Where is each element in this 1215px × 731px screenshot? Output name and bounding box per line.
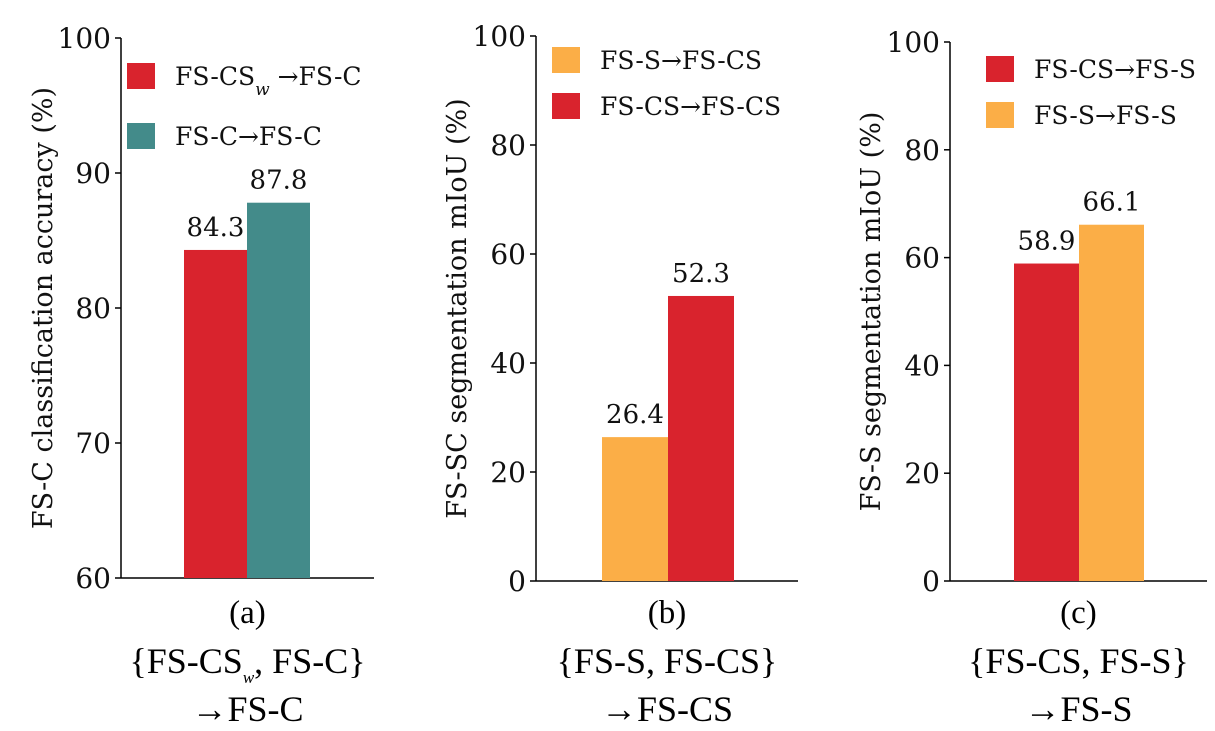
y-tick-label: 70 bbox=[75, 427, 111, 460]
y-axis-label: FS-SC segmentation mIoU (%) bbox=[442, 98, 473, 518]
legend-swatch bbox=[552, 47, 580, 73]
bar-1 bbox=[1014, 263, 1079, 581]
panel-b: 0 20 40 60 80 100 FS-SC segmentation mIoU (%) 2… bbox=[442, 20, 798, 729]
data-label-2: 66.1 bbox=[1083, 188, 1141, 218]
caption-line-2: →FS-CS bbox=[601, 689, 733, 729]
data-label-1: 58.9 bbox=[1018, 227, 1076, 257]
legend: FS-CS→FS-S FS-S→FS-S bbox=[986, 55, 1196, 130]
bar-1 bbox=[602, 437, 668, 581]
legend-label: FS-CS→FS-CS bbox=[600, 92, 781, 121]
bar-2 bbox=[1079, 224, 1144, 581]
legend-label: FS-CSw →FS-C bbox=[175, 62, 362, 100]
y-tick-label: 60 bbox=[490, 238, 526, 271]
y-tick-label: 60 bbox=[904, 242, 940, 275]
y-tick-label: 0 bbox=[922, 565, 940, 598]
legend: FS-CSw →FS-C FS-C→FS-C bbox=[127, 62, 362, 151]
caption-letter: (a) bbox=[229, 595, 266, 631]
bar-1 bbox=[184, 249, 247, 578]
data-label-1: 84.3 bbox=[187, 213, 245, 243]
bar-2 bbox=[668, 295, 734, 581]
caption-line-1: {FS-CSw, FS-C} bbox=[129, 641, 365, 687]
y-tick-label: 20 bbox=[904, 457, 940, 490]
caption-letter: (c) bbox=[1060, 595, 1097, 631]
legend-label: FS-C→FS-C bbox=[175, 122, 322, 151]
y-tick-label: 40 bbox=[490, 347, 526, 380]
legend-swatch bbox=[986, 56, 1014, 82]
y-tick-label: 80 bbox=[904, 134, 940, 167]
y-tick-label: 20 bbox=[490, 456, 526, 489]
caption-line-1: {FS-CS, FS-S} bbox=[968, 641, 1189, 681]
bar-2 bbox=[247, 202, 310, 578]
panel-a: 60 70 80 90 100 FS-C classification accuracy … bbox=[28, 22, 374, 729]
legend-label: FS-S→FS-CS bbox=[600, 46, 762, 75]
y-tick-label: 100 bbox=[887, 26, 940, 59]
y-tick-label: 40 bbox=[904, 349, 940, 382]
data-label-1: 26.4 bbox=[606, 400, 664, 430]
y-tick-label: 100 bbox=[58, 22, 111, 55]
caption-letter: (b) bbox=[648, 595, 686, 631]
y-tick-label: 60 bbox=[75, 562, 111, 595]
legend-label: FS-S→FS-S bbox=[1034, 101, 1177, 130]
y-tick-label: 80 bbox=[490, 129, 526, 162]
y-axis-label: FS-C classification accuracy (%) bbox=[28, 87, 59, 529]
caption-line-1: {FS-S, FS-CS} bbox=[557, 641, 778, 681]
y-axis-label: FS-S segmentation mIoU (%) bbox=[856, 112, 887, 512]
legend-swatch bbox=[552, 93, 580, 119]
data-label-2: 52.3 bbox=[672, 259, 730, 289]
data-label-2: 87.8 bbox=[250, 166, 308, 196]
legend-swatch bbox=[986, 102, 1014, 128]
legend: FS-S→FS-CS FS-CS→FS-CS bbox=[552, 46, 781, 121]
legend-swatch bbox=[127, 63, 155, 89]
y-tick-label: 80 bbox=[75, 292, 111, 325]
legend-label: FS-CS→FS-S bbox=[1034, 55, 1196, 84]
y-tick-label: 100 bbox=[473, 20, 526, 53]
caption-line-2: →FS-S bbox=[1024, 689, 1132, 729]
y-tick-label: 0 bbox=[508, 565, 526, 598]
legend-swatch bbox=[127, 123, 155, 149]
caption-line-2: →FS-C bbox=[191, 689, 303, 729]
y-tick-label: 90 bbox=[75, 157, 111, 190]
panel-c: 0 20 40 60 80 100 FS-S segmentation mIoU (%) 58… bbox=[856, 26, 1207, 729]
